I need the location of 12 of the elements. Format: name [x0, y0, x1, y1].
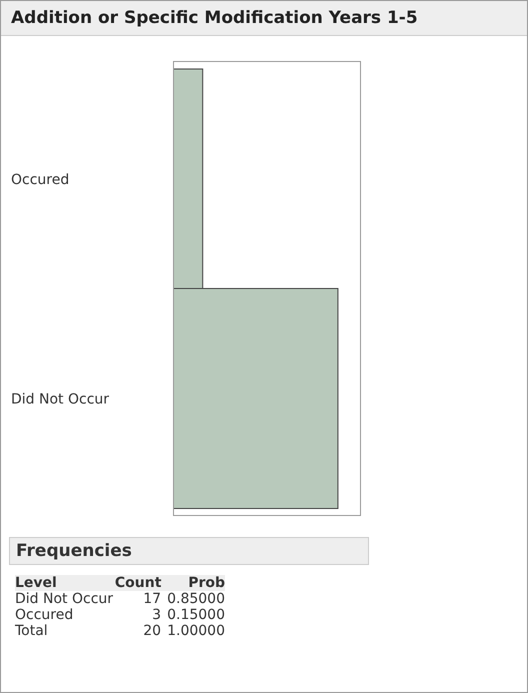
text: Level [15, 575, 58, 591]
text: 17 [142, 591, 162, 607]
text: 20 [142, 623, 162, 639]
text: 3 [151, 607, 162, 623]
text: Frequencies [9, 537, 369, 565]
text: Total [15, 623, 49, 639]
text: 1.00000 [166, 623, 225, 639]
text: 0.15000 [166, 607, 225, 623]
chart-title: Addition or Specific Modification Years 1-5 [1, 1, 527, 36]
text: 0.85000 [166, 591, 225, 607]
text: Count [114, 575, 162, 591]
text: Prob [187, 575, 225, 591]
